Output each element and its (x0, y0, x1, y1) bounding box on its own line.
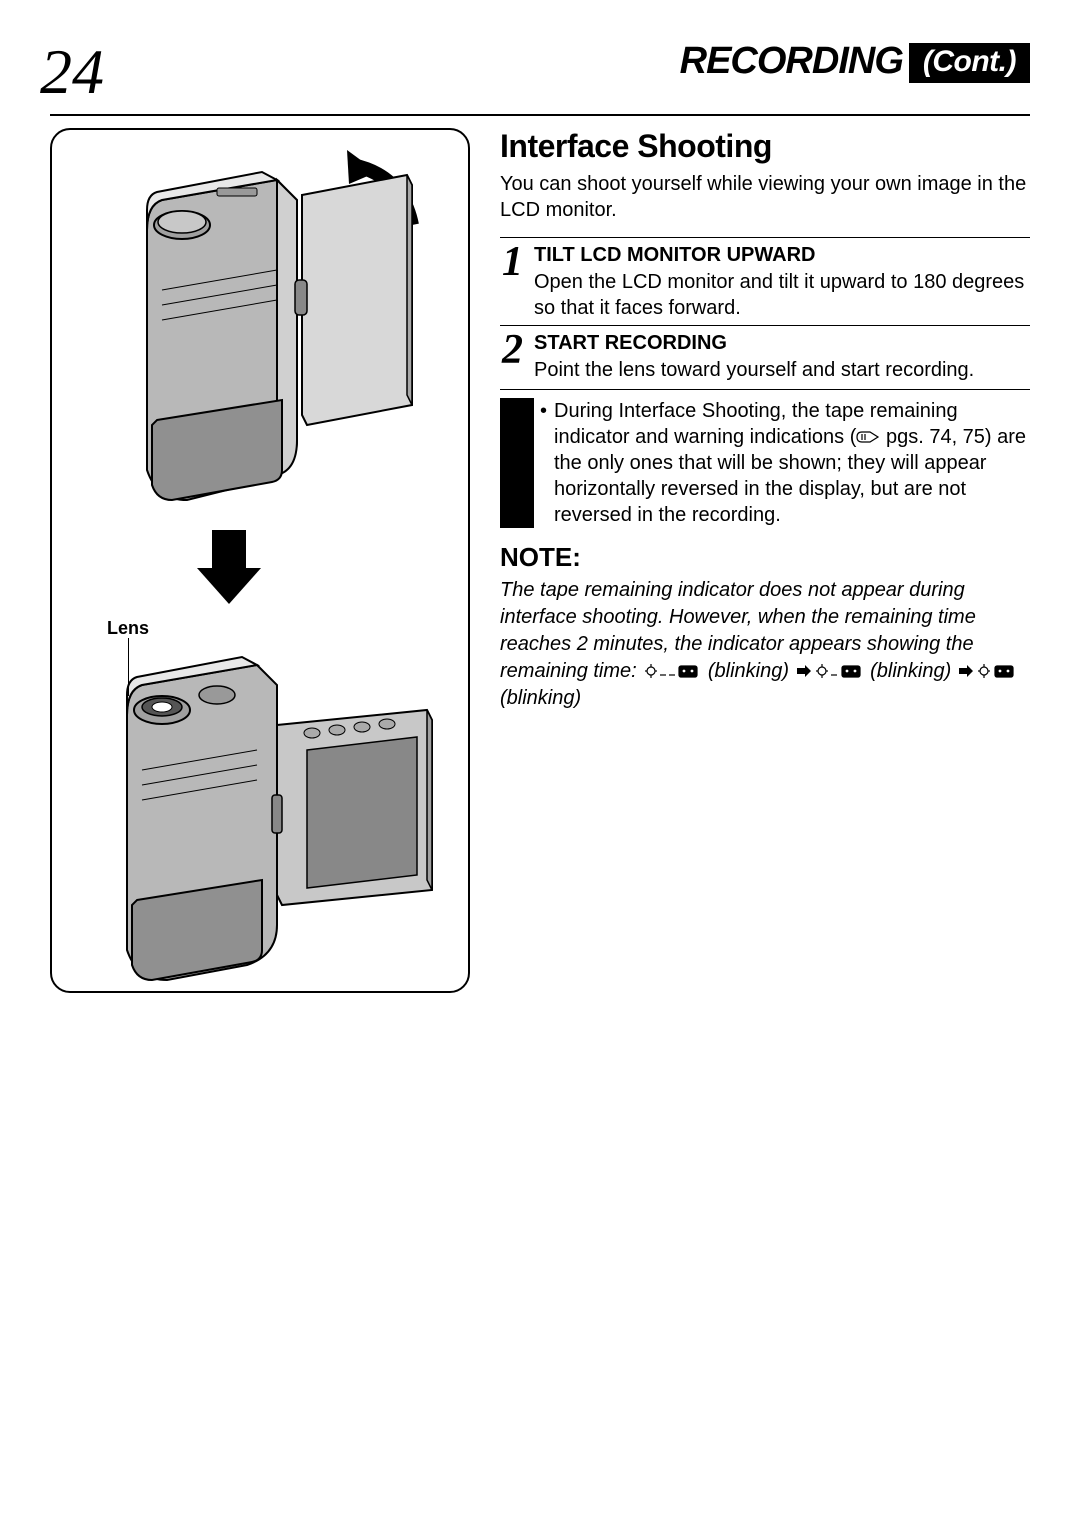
page-reference-icon (856, 429, 880, 445)
section-title: RECORDING (680, 40, 903, 83)
subsection-title: Interface Shooting (500, 128, 1030, 165)
illustration-box: Lens (50, 128, 470, 993)
step-title: START RECORDING (534, 332, 1030, 355)
bullet-text: During Interface Shooting, the tape rema… (554, 398, 1030, 528)
content-columns: Lens Interface Shooting You can shoot yo… (50, 128, 1030, 993)
bullet-black-bar (500, 398, 534, 528)
camcorder-illustration (52, 130, 470, 993)
cont-badge: (Cont.) (909, 43, 1030, 83)
tape-indicator-icon-1 (644, 662, 700, 680)
header-right: RECORDING (Cont.) (680, 40, 1030, 83)
step-number: 1 (500, 244, 534, 321)
bullet-dot: • (540, 398, 554, 528)
step-text: Open the LCD monitor and tilt it upward … (534, 269, 1030, 321)
bullet-block: • During Interface Shooting, the tape re… (500, 389, 1030, 528)
step-2: 2 START RECORDING Point the lens toward … (500, 325, 1030, 383)
tape-indicator-icon-2 (815, 662, 863, 680)
bullet-item: • During Interface Shooting, the tape re… (540, 398, 1030, 528)
arrow-icon (797, 665, 811, 677)
tape-indicator-icon-3 (977, 662, 1017, 680)
step-text: Point the lens toward yourself and start… (534, 357, 1030, 383)
lens-label: Lens (107, 618, 149, 639)
note-text: The tape remaining indicator does not ap… (500, 577, 1030, 712)
header-rule (50, 114, 1030, 116)
step-number: 2 (500, 332, 534, 383)
arrow-icon (959, 665, 973, 677)
intro-text: You can shoot yourself while viewing you… (500, 171, 1030, 223)
note-blink2: (blinking) (865, 660, 957, 682)
note-blink3: (blinking) (500, 687, 581, 709)
step-title: TILT LCD MONITOR UPWARD (534, 244, 1030, 267)
step-body: START RECORDING Point the lens toward yo… (534, 332, 1030, 383)
manual-page: 24 RECORDING (Cont.) (0, 0, 1080, 1033)
note-title: NOTE: (500, 542, 1030, 573)
lens-leader-line (128, 638, 129, 696)
bullet-content: • During Interface Shooting, the tape re… (534, 398, 1030, 528)
step-body: TILT LCD MONITOR UPWARD Open the LCD mon… (534, 244, 1030, 321)
step-1: 1 TILT LCD MONITOR UPWARD Open the LCD m… (500, 237, 1030, 321)
page-header: 24 RECORDING (Cont.) (50, 40, 1030, 104)
note-blink1: (blinking) (702, 660, 794, 682)
left-column: Lens (50, 128, 480, 993)
right-column: Interface Shooting You can shoot yoursel… (500, 128, 1030, 993)
page-number: 24 (40, 40, 104, 104)
